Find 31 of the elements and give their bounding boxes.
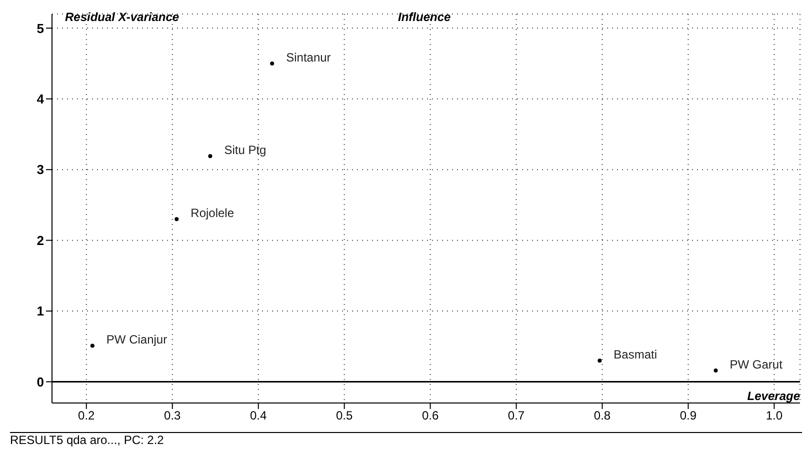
chart-title: Influence <box>398 10 451 24</box>
x-tick-label: 0.2 <box>78 408 96 423</box>
series-label: PW Garut <box>730 357 784 372</box>
y-axis-title: Residual X-variance <box>65 10 180 24</box>
point <box>174 217 179 222</box>
series-label: Basmati <box>614 348 658 362</box>
x-tick-label: 0.5 <box>336 408 353 423</box>
y-tick-label: 4 <box>36 91 45 106</box>
x-tick-label: 0.4 <box>250 408 268 423</box>
y-tick-label: 5 <box>36 20 44 36</box>
y-tick-label: 3 <box>36 162 44 178</box>
y-tick-label: 0 <box>36 374 44 390</box>
x-axis-title: Leverage <box>747 389 800 403</box>
x-tick-label: 0.6 <box>422 408 439 423</box>
point <box>714 368 718 372</box>
x-tick-label: 0.8 <box>594 408 611 423</box>
point <box>208 154 212 158</box>
x-tick-label: 1.0 <box>766 408 783 423</box>
series-label: Sintanur <box>286 50 331 65</box>
y-tick-label: 2 <box>36 232 44 248</box>
point <box>270 62 274 66</box>
series-label: Situ Ptg <box>224 143 266 158</box>
x-tick-label: 0.9 <box>680 408 697 423</box>
series-label: Rojolele <box>190 206 234 220</box>
point <box>90 344 94 348</box>
text: RESULT5 qda aro..., PC: 2.2 <box>10 432 802 447</box>
y-tick-label: 1 <box>36 304 44 319</box>
x-tick-label: 0.3 <box>164 408 182 423</box>
series-label: PW Cianjur <box>106 332 168 347</box>
x-tick-label: 0.7 <box>508 408 525 423</box>
point <box>598 358 602 363</box>
